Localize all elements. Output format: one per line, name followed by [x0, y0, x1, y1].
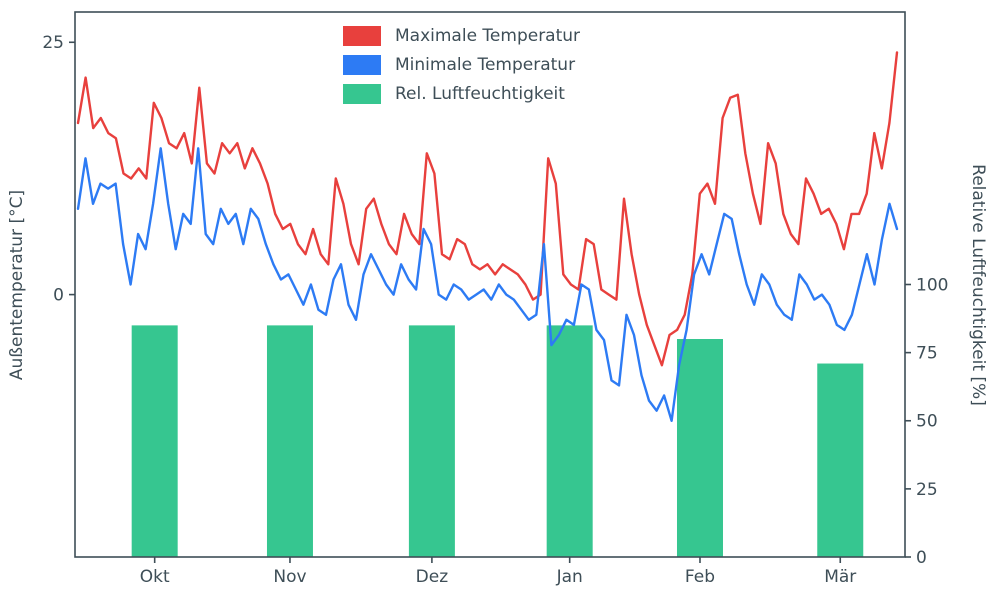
x-tick-label-Nov: Nov [273, 567, 306, 587]
legend-item-max-temperatur: Maximale Temperatur [343, 26, 580, 46]
legend-swatch-luftfeuchtigkeit [343, 84, 381, 104]
humidity-bar-Dez [408, 325, 455, 557]
y-left-tick-label-0: 0 [53, 286, 64, 306]
y-right-tick-label-0: 0 [916, 548, 927, 568]
legend: Maximale Temperatur Minimale Temperatur … [343, 26, 580, 104]
x-tick-label-Feb: Feb [685, 567, 715, 587]
humidity-bar-Jan [546, 325, 593, 557]
y-right-tick-label-100: 100 [916, 275, 948, 295]
humidity-bar-Nov [266, 325, 313, 557]
x-tick-label-Jan: Jan [556, 567, 583, 587]
x-tick-label-Dez: Dez [416, 567, 449, 587]
legend-swatch-max-temperatur [343, 26, 381, 46]
y-axis-label-left: Außentemperatur [°C] [7, 190, 27, 380]
y-axis-label-right: Relative Luftfeuchtigkeit [%] [968, 164, 988, 406]
y-right-tick-label-50: 50 [916, 412, 938, 432]
x-tick-label-Mär: Mär [824, 567, 856, 587]
y-right-tick-label-75: 75 [916, 344, 938, 364]
y-left-tick-label-25: 25 [42, 33, 64, 53]
humidity-bar-Mär [817, 363, 864, 557]
line-min-temperatur [76, 147, 899, 422]
y-right-tick-label-25: 25 [916, 480, 938, 500]
legend-label-max-temperatur: Maximale Temperatur [395, 26, 581, 46]
humidity-bar-Okt [131, 325, 178, 557]
legend-item-luftfeuchtigkeit: Rel. Luftfeuchtigkeit [343, 84, 580, 104]
legend-label-min-temperatur: Minimale Temperatur [395, 55, 576, 75]
x-tick-label-Okt: Okt [140, 567, 170, 587]
legend-swatch-min-temperatur [343, 55, 381, 75]
legend-item-min-temperatur: Minimale Temperatur [343, 55, 580, 75]
humidity-bar-Feb [676, 339, 723, 557]
line-max-temperatur [76, 51, 899, 367]
legend-label-luftfeuchtigkeit: Rel. Luftfeuchtigkeit [395, 84, 565, 104]
